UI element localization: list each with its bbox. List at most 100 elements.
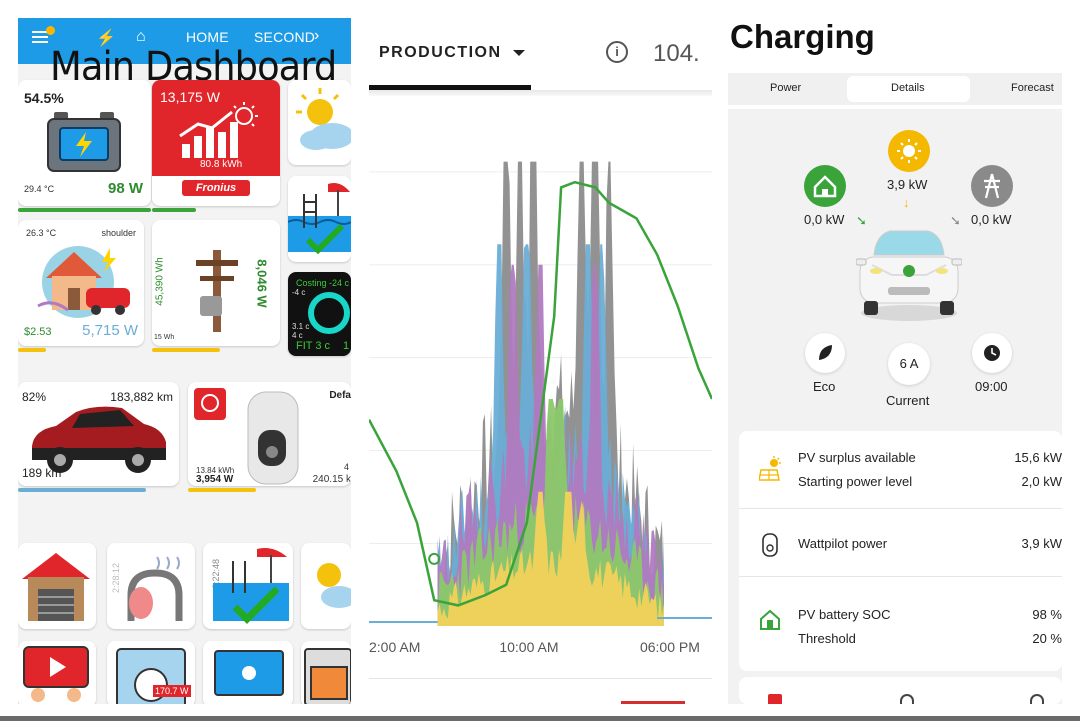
nav-globe-icon[interactable]: [1030, 694, 1044, 704]
nav-settings-icon[interactable]: [900, 694, 914, 704]
battery-soc-marker: [428, 552, 441, 565]
inverter-bar: [152, 208, 196, 212]
chart-areas: [437, 161, 664, 626]
start-level-label: Starting power level: [798, 474, 913, 489]
house-icon[interactable]: [804, 165, 846, 207]
x-tick-label: 06:00 PM: [640, 639, 700, 655]
tariff-fit: FIT 3 c: [296, 340, 331, 352]
oven-tile[interactable]: [301, 641, 351, 704]
tab-power[interactable]: Power: [770, 82, 802, 94]
header-shadow: [369, 90, 712, 96]
series-grid-baseline: [369, 617, 712, 623]
nav-home-tab[interactable]: HOME: [186, 29, 229, 45]
tab-forecast[interactable]: Forecast: [1011, 82, 1054, 94]
battery-power: 98 W: [107, 180, 143, 197]
soc-label: PV battery SOC: [798, 607, 891, 622]
menu-icon[interactable]: [32, 31, 48, 43]
threshold-value: 20 %: [1032, 631, 1062, 646]
area-series-4: [437, 491, 664, 626]
pool-tile[interactable]: 0:22:48: [203, 543, 293, 629]
house-cost: $2.53: [24, 326, 52, 338]
house-card[interactable]: 26.3 °C shoulder $2.53 5,715 W: [18, 220, 144, 346]
bottom-divider: [0, 716, 1080, 721]
grid-pylon-icon[interactable]: [971, 165, 1013, 207]
wattpilot-label: Wattpilot power: [798, 536, 888, 551]
nav-second-tab[interactable]: SECOND: [254, 29, 316, 45]
notification-dot: [46, 26, 55, 35]
heater-tile[interactable]: 2:28:12: [107, 543, 195, 629]
tariff-card[interactable]: Costing -24 c -4 c 3.1 c 4 c FIT 3 c 1: [288, 272, 351, 356]
charger-extra: 4: [343, 462, 349, 472]
battery-bar: [18, 208, 151, 212]
washer-tile[interactable]: 170.7 W: [107, 641, 195, 704]
grid-card[interactable]: 45,390 Wh 15 Wh 8,046 W: [152, 220, 280, 346]
heater-icon: [127, 556, 183, 621]
solar-production-icon: [179, 102, 258, 158]
tariff-period: shoulder: [101, 228, 136, 238]
pool-check-icon: [213, 548, 289, 624]
tariff-costing: Costing -24 c: [296, 278, 350, 288]
pv-surplus-value: 15,6 kW: [1014, 450, 1062, 465]
computer-tile[interactable]: [203, 641, 293, 704]
x-tick-label: 10:00 AM: [499, 639, 558, 655]
car-bar: [18, 488, 146, 492]
info-icon[interactable]: i: [606, 41, 628, 63]
tariff-line3: 3.1 c: [292, 322, 310, 331]
current-button[interactable]: 6 A: [888, 343, 930, 385]
pv-surplus-label: PV surplus available: [798, 450, 916, 465]
home-battery-icon: [760, 609, 780, 630]
solar-panel-icon: [759, 456, 781, 481]
garage-tile[interactable]: [18, 543, 96, 629]
production-chart[interactable]: 2:00 AM 10:00 AM 06:00 PM: [369, 96, 712, 678]
house-power: 0,0 kW: [804, 212, 845, 227]
power-pole-icon: [196, 250, 238, 332]
washer-power: 170.7 W: [153, 685, 191, 697]
wallbox-icon: [762, 533, 778, 557]
weather-tile-2[interactable]: [301, 543, 351, 629]
pool-card[interactable]: [288, 176, 351, 262]
home-solar-icon[interactable]: ⌂: [136, 28, 146, 45]
house-load: 5,715 W: [82, 322, 138, 339]
sun-icon[interactable]: [888, 130, 930, 172]
sun-cloud-icon: [296, 88, 351, 150]
grid-bar: [152, 348, 220, 352]
car-soc: 82%: [22, 390, 47, 404]
sun-cloud-icon: [317, 563, 351, 608]
pv-surplus-row[interactable]: PV surplus available 15,6 kW Starting po…: [739, 431, 1062, 509]
chevron-down-icon[interactable]: [513, 50, 525, 56]
charger-card[interactable]: Defa 13.84 kWh 3,954 W 4 240.15 k: [188, 382, 351, 486]
media-tile[interactable]: [18, 641, 96, 704]
garage-icon: [22, 553, 90, 621]
battery-icon: [47, 112, 121, 172]
charger-km: 240.15 k: [312, 474, 351, 485]
weather-card[interactable]: [288, 80, 351, 165]
car-front-icon: [856, 230, 962, 321]
fronius-logo: Fronius: [182, 180, 250, 196]
car-card[interactable]: 82% 183,882 km 189 km: [18, 382, 179, 486]
nav-home-icon[interactable]: [768, 694, 782, 704]
eco-leaf-icon[interactable]: [805, 333, 845, 373]
chevron-right-icon[interactable]: ›: [314, 27, 320, 44]
grid-import-wh: 45,390 Wh: [154, 257, 166, 306]
inverter-card[interactable]: 13,175 W 80.8 kWh Fronius: [152, 80, 280, 206]
production-panel: PRODUCTION i 104. 2:00 AM 10:00 AM 06:00 P…: [369, 18, 712, 704]
clock-icon[interactable]: [972, 333, 1012, 373]
arrow-grid-icon: ➘: [950, 213, 961, 228]
series-battery-soc-line: [369, 180, 712, 607]
dashboard-topbar: ⚡ ⌂ HOME SECOND ›: [18, 18, 351, 64]
tab-details[interactable]: Details: [891, 82, 925, 94]
battery-temp: 29.4 °C: [24, 184, 55, 194]
charging-tabs: Power Details Forecast: [728, 73, 1062, 105]
dashboard-panel: ⚡ ⌂ HOME SECOND › Main Dashboard 54.5% 2…: [18, 18, 351, 704]
start-level-value: 2,0 kW: [1021, 474, 1062, 489]
weather-flash-icon[interactable]: ⚡: [96, 30, 116, 47]
current-label: Current: [886, 393, 930, 408]
battery-soc-row[interactable]: PV battery SOC 98 % Threshold 20 %: [739, 579, 1062, 659]
inverter-energy: 80.8 kWh: [200, 159, 243, 170]
wattpilot-row[interactable]: Wattpilot power 3,9 kW: [739, 511, 1062, 577]
production-tab[interactable]: PRODUCTION: [379, 44, 502, 61]
battery-card[interactable]: 54.5% 29.4 °C 98 W: [18, 80, 151, 206]
grid-power: 8,046 W: [254, 259, 270, 308]
house-bar: [18, 348, 46, 352]
inverter-header: [152, 80, 280, 176]
